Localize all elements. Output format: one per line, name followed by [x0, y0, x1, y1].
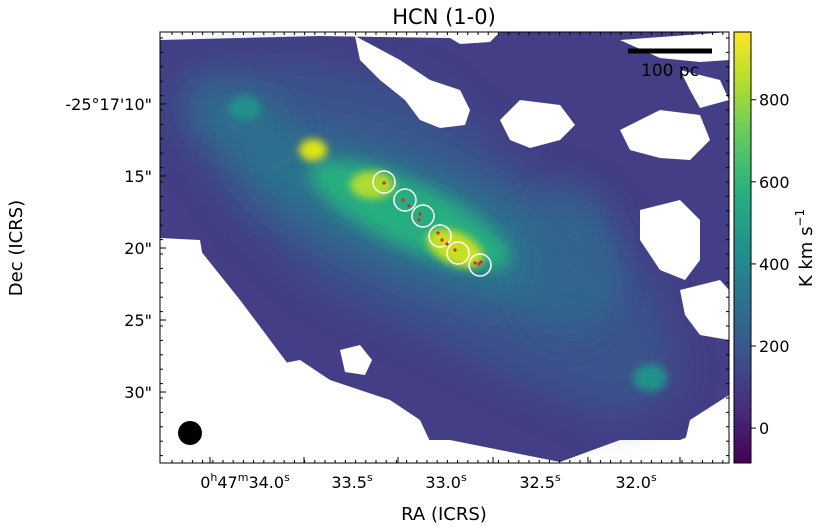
y-axis-label: Dec (ICRS): [6, 200, 27, 296]
emission-knot-ne: [229, 96, 261, 120]
x-axis-label: RA (ICRS): [401, 504, 487, 525]
x-tick-label-2: 33.0s: [425, 471, 467, 492]
source-point-11: [479, 260, 483, 264]
x-tick-label-1: 33.5s: [331, 471, 373, 492]
source-point-0: [382, 181, 386, 185]
colorbar-tick-label-4: 0: [759, 419, 769, 438]
aperture-circle-1: [393, 188, 417, 212]
source-point-7: [445, 242, 449, 246]
marker-group: [372, 170, 492, 277]
aperture-circle-3: [428, 224, 452, 248]
source-point-2: [407, 204, 411, 208]
source-point-3: [418, 212, 422, 216]
y-tick-label-4: 30": [124, 383, 152, 402]
colorbar: [733, 31, 752, 464]
scale-bar-label: 100 pc: [641, 61, 699, 81]
aperture-circle-0: [372, 170, 396, 194]
emission-east-lobe: [192, 88, 288, 152]
y-tick-label-3: 25": [124, 311, 152, 330]
colorbar-ticks: 800 600 400 200 0: [751, 91, 790, 438]
source-point-10: [477, 262, 481, 266]
colorbar-tick-label-0: 800: [759, 91, 790, 110]
colorbar-tick-label-3: 200: [759, 337, 790, 356]
source-point-1: [401, 198, 405, 202]
source-point-5: [436, 231, 440, 235]
x-axis-ticks: [171, 32, 724, 463]
x-tick-label-3: 32.5s: [519, 471, 561, 492]
y-tick-label-0: -25°17'10": [65, 95, 152, 114]
beam-marker: [178, 421, 202, 445]
source-point-8: [453, 248, 457, 252]
colorbar-tick-label-2: 400: [759, 255, 790, 274]
source-point-6: [440, 238, 444, 242]
emission-peak-a: [350, 171, 394, 199]
source-point-4: [417, 218, 421, 222]
x-tick-label-4: 32.0s: [615, 471, 657, 492]
emission-knot-sw: [633, 364, 667, 392]
emission-peak-c: [299, 139, 327, 161]
aperture-circle-4: [446, 241, 470, 265]
y-tick-label-1: 15": [124, 167, 152, 186]
colorbar-label: K km s−1: [793, 209, 817, 287]
x-tick-label-0: 0h47ms34.0s: [200, 471, 290, 492]
colorbar-tick-label-1: 600: [759, 173, 790, 192]
intensity-map: [160, 32, 729, 463]
y-axis-ticks: [160, 37, 729, 457]
aperture-circle-2: [411, 204, 435, 228]
emission-peak-b: [426, 228, 484, 268]
masked-regions: [160, 32, 729, 463]
y-tick-label-2: 20": [124, 239, 152, 258]
chart-title: HCN (1-0): [392, 5, 496, 29]
source-point-9: [473, 261, 477, 265]
emission-south-lobe: [530, 190, 610, 330]
aperture-circle-5: [468, 253, 492, 277]
